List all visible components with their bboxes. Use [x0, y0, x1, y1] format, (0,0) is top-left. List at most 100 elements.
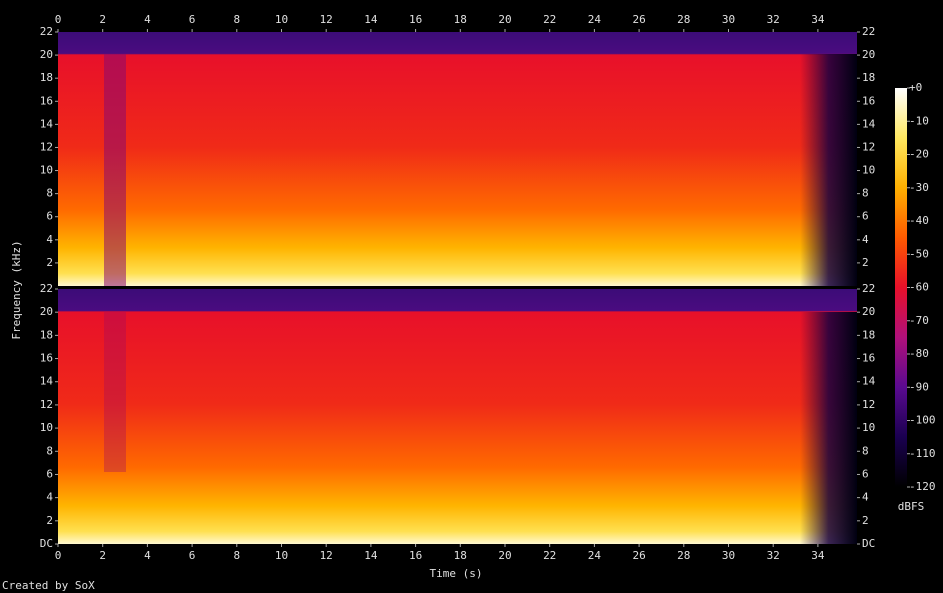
- colorbar-tick-label: -100: [909, 414, 936, 427]
- x-tick-label: 14: [364, 549, 378, 562]
- y-tick-label: 16: [862, 94, 875, 107]
- x-tick-label: 20: [498, 13, 511, 26]
- y-tick-label: 2: [46, 256, 53, 269]
- colorbar-label: dBFS: [898, 500, 925, 513]
- y-tick-label: 20: [862, 305, 875, 318]
- colorbar-tick-label: -40: [909, 214, 929, 227]
- y-tick-label: 22: [40, 25, 53, 38]
- y-tick-label: 20: [40, 48, 53, 61]
- y-tick-label: 20: [862, 48, 875, 61]
- colorbar-tick-label: -90: [909, 380, 929, 393]
- colorbar-tick-label: -30: [909, 181, 929, 194]
- y-tick-label: 14: [40, 375, 54, 388]
- x-tick-label: 22: [543, 549, 556, 562]
- y-tick-label: 16: [40, 352, 53, 365]
- y-tick-label: 4: [46, 233, 53, 246]
- y-tick-label: 20: [40, 305, 53, 318]
- x-tick-label: 30: [722, 13, 735, 26]
- y-tick-label: 2: [46, 514, 53, 527]
- y-tick-label: 8: [862, 187, 869, 200]
- x-tick-label: 14: [364, 13, 378, 26]
- x-tick-label: 10: [275, 549, 288, 562]
- x-tick-label: 20: [498, 549, 511, 562]
- x-tick-label: 6: [189, 549, 196, 562]
- x-tick-label: 28: [677, 13, 690, 26]
- y-tick-label: 6: [862, 467, 869, 480]
- x-tick-label: 16: [409, 13, 422, 26]
- y-tick-label: 22: [40, 282, 53, 295]
- x-tick-label: 30: [722, 549, 735, 562]
- colorbar-tick-label: -20: [909, 148, 929, 161]
- y-tick-label: 10: [862, 164, 875, 177]
- y-tick-label: 14: [40, 117, 54, 130]
- y-tick-label: 14: [862, 117, 876, 130]
- y-tick-label: 6: [46, 467, 53, 480]
- quiet-region: [104, 312, 126, 472]
- x-tick-label: 16: [409, 549, 422, 562]
- colorbar-tick-label: -80: [909, 347, 929, 360]
- x-tick-label: 4: [144, 549, 151, 562]
- colorbar-tick-label: -50: [909, 247, 929, 260]
- spectrogram-panels: [58, 32, 857, 544]
- x-tick-label: 34: [811, 13, 825, 26]
- y-tick-label: 8: [46, 444, 53, 457]
- x-tick-label: 26: [632, 549, 645, 562]
- x-axis-label: Time (s): [430, 567, 483, 580]
- colorbar-tick-label: +0: [909, 81, 922, 94]
- x-tick-label: 12: [320, 549, 333, 562]
- fade-region: [800, 312, 857, 544]
- y-tick-label: 14: [862, 375, 876, 388]
- y-tick-label: 16: [40, 94, 53, 107]
- y-tick-label: 6: [862, 210, 869, 223]
- x-tick-label: 4: [144, 13, 151, 26]
- y-tick-label: 4: [46, 491, 53, 504]
- x-tick-label: 2: [99, 13, 106, 26]
- x-tick-label: 22: [543, 13, 556, 26]
- y-tick-label: 12: [862, 398, 875, 411]
- x-tick-label: 8: [233, 13, 240, 26]
- x-tick-label: 10: [275, 13, 288, 26]
- y-tick-label: DC: [862, 537, 875, 550]
- x-tick-label: 2: [99, 549, 106, 562]
- x-tick-label: 24: [588, 549, 602, 562]
- x-tick-label: 18: [454, 549, 467, 562]
- quiet-region: [104, 54, 126, 286]
- y-tick-label: 18: [40, 71, 53, 84]
- colorbar-tick-label: -10: [909, 114, 929, 127]
- colorbar-tick-label: -70: [909, 314, 929, 327]
- y-tick-label: 18: [40, 328, 53, 341]
- y-tick-label: 12: [862, 140, 875, 153]
- x-tick-label: 0: [55, 13, 62, 26]
- y-tick-label: 10: [40, 421, 53, 434]
- y-tick-label: 8: [46, 187, 53, 200]
- colorbar: [895, 88, 907, 487]
- x-tick-label: 18: [454, 13, 467, 26]
- x-tick-label: 0: [55, 549, 62, 562]
- spectrogram-channel: [58, 289, 857, 544]
- colorbar-tick-label: -60: [909, 281, 929, 294]
- x-tick-label: 12: [320, 13, 333, 26]
- y-tick-label: 8: [862, 444, 869, 457]
- y-tick-label: 18: [862, 328, 875, 341]
- x-tick-label: 28: [677, 549, 690, 562]
- x-tick-label: 6: [189, 13, 196, 26]
- y-tick-label: 12: [40, 398, 53, 411]
- y-tick-label: DC: [40, 537, 53, 550]
- y-tick-label: 2: [862, 256, 869, 269]
- credit: Created by SoX: [2, 579, 95, 592]
- x-tick-label: 32: [767, 13, 780, 26]
- x-tick-label: 32: [767, 549, 780, 562]
- y-tick-label: 6: [46, 210, 53, 223]
- y-tick-label: 2: [862, 514, 869, 527]
- y-axis-label: Frequency (kHz): [10, 240, 23, 339]
- y-tick-label: 18: [862, 71, 875, 84]
- x-tick-label: 34: [811, 549, 825, 562]
- y-tick-label: 12: [40, 140, 53, 153]
- y-tick-label: 4: [862, 491, 869, 504]
- fade-region: [800, 54, 857, 286]
- x-tick-label: 8: [233, 549, 240, 562]
- y-tick-label: 10: [862, 421, 875, 434]
- y-tick-label: 22: [862, 25, 875, 38]
- colorbar-tick-label: -110: [909, 447, 936, 460]
